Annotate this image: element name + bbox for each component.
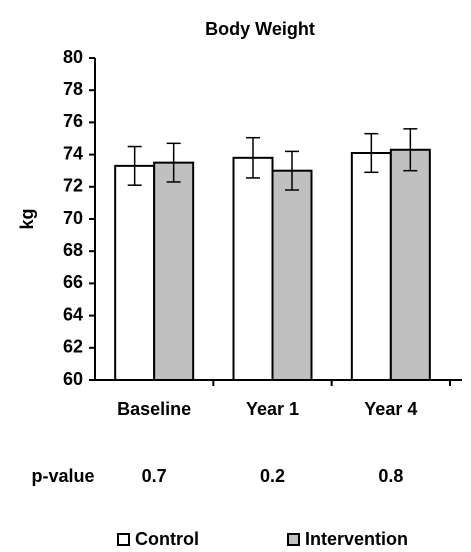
y-tick-label: 80 [63,47,83,67]
x-tick-label: Baseline [117,399,191,419]
legend-swatch [117,533,130,546]
error-bar [403,128,418,172]
legend-label: Intervention [305,529,408,549]
y-tick-label: 78 [63,79,83,99]
p-value: 0.8 [378,466,403,486]
p-value: 0.7 [142,466,167,486]
p-value: 0.2 [260,466,285,486]
y-tick-label: 64 [63,304,83,324]
bar [389,148,431,381]
y-tick-label: 74 [63,143,83,163]
y-tick-label: 62 [63,337,83,357]
y-tick-label: 70 [63,208,83,228]
y-axis-label: kg [17,208,37,229]
y-tick-label: 76 [63,111,83,131]
error-bar [285,150,299,191]
y-tick-label: 68 [63,240,83,260]
bar [153,161,195,381]
error-bar [364,132,379,174]
legend-swatch [287,533,300,546]
x-tick-label: Year 1 [246,399,299,419]
y-tick-label: 66 [63,272,83,292]
y-tick-label: 60 [63,369,83,389]
chart-title: Body Weight [205,19,315,39]
bar [350,151,392,381]
error-bar [166,142,181,183]
y-tick-label: 72 [63,176,83,196]
bar [271,169,313,381]
bar [114,164,156,381]
error-bar [246,136,260,179]
error-bar [127,145,142,186]
p-value-label: p-value [31,466,94,486]
bar [232,156,274,381]
legend-label: Control [135,529,199,549]
x-tick-label: Year 4 [364,399,417,419]
